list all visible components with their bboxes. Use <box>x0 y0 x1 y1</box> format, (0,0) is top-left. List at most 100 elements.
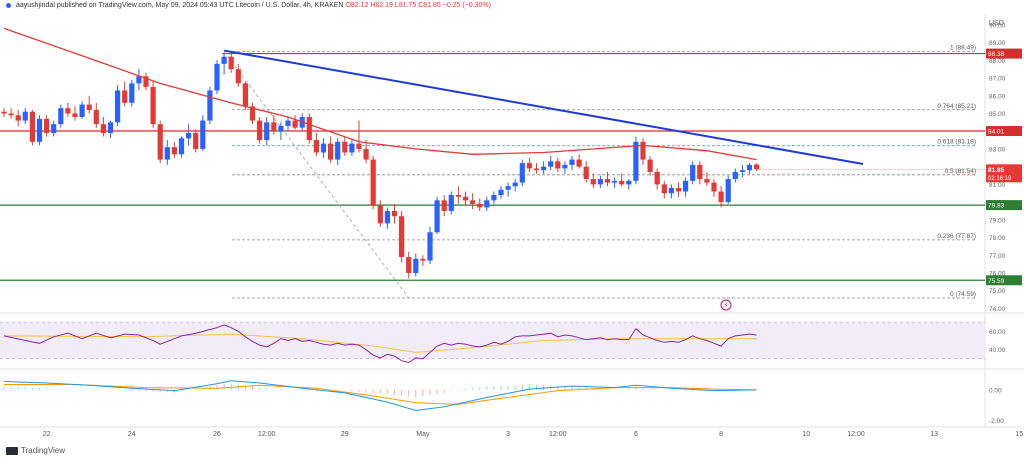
candle-body <box>29 111 35 142</box>
macd-line <box>3 380 757 412</box>
candle-body <box>647 159 653 172</box>
price-tick-label: 81.00 <box>989 182 1006 189</box>
time-tick-label: 13 <box>930 431 938 438</box>
candle-body <box>186 132 192 139</box>
event-marker-glyph: ⚡ <box>724 302 729 310</box>
fib-level-label: 0.5 (81.54) <box>945 168 976 175</box>
candle-body <box>228 56 234 70</box>
time-tick-label: 12:00 <box>258 431 276 438</box>
fib-level-label: 1 (88.49) <box>950 45 976 52</box>
candle-body <box>597 179 603 185</box>
time-tick-label: 26 <box>213 431 221 438</box>
candle-body <box>285 120 291 126</box>
time-tick-label: 15 <box>1015 431 1023 438</box>
candle-body <box>320 143 327 153</box>
candle-body <box>22 111 28 121</box>
candle-body <box>505 186 511 190</box>
candle-body <box>178 138 185 155</box>
candle-body <box>136 76 142 84</box>
candle-body <box>541 166 547 171</box>
last-price-label: 81.85 <box>988 167 1005 174</box>
candle-body <box>193 132 199 149</box>
candle-body <box>420 258 426 261</box>
litecoin-icon <box>6 2 11 8</box>
candle-body <box>122 90 128 103</box>
candle-body <box>363 148 369 160</box>
price-tick-label: 88.00 <box>989 58 1006 65</box>
fib-level-label: 0.236 (77.87) <box>937 233 976 240</box>
price-tick-label: 85.00 <box>989 111 1006 118</box>
candle-body <box>249 106 256 121</box>
macd-tick-label: 0.00 <box>989 387 1002 394</box>
event-marker-icon <box>720 299 732 311</box>
candle-body <box>1 111 7 114</box>
candle-body <box>519 163 525 183</box>
candle-body <box>356 143 362 149</box>
tradingview-logo-icon <box>6 446 18 455</box>
candle-body <box>399 216 405 258</box>
candle-body <box>562 164 568 169</box>
candle-body <box>349 143 355 153</box>
candle-body <box>413 258 419 274</box>
candle-body <box>619 180 625 185</box>
level-price-label: 75.59 <box>988 278 1005 285</box>
chart-header: aayushjindal published on TradingView.co… <box>6 2 491 9</box>
fib-level-label: 0 (74.59) <box>950 291 976 298</box>
bearish-trend-line <box>223 49 864 165</box>
candle-body <box>93 109 99 125</box>
candle-body <box>264 122 270 141</box>
time-tick-label: 6 <box>634 431 638 438</box>
level-price-tag <box>986 275 1022 286</box>
rsi-tick-label: 40.00 <box>989 347 1006 354</box>
candle-body <box>441 200 447 211</box>
moving-average-line <box>3 27 757 161</box>
candle-body <box>65 108 71 114</box>
rsi-ma-line <box>3 333 757 353</box>
candle-body <box>491 195 497 201</box>
candle-body <box>690 164 696 181</box>
candle-body <box>583 166 589 180</box>
currency-label: USD <box>989 20 1004 27</box>
candle-body <box>434 200 440 233</box>
candle-body <box>484 200 490 208</box>
instrument-title: Litecoin / U.S. Dollar, 4h, KRAKEN <box>235 2 344 9</box>
candle-body <box>377 205 383 224</box>
level-price-tag <box>986 200 1022 211</box>
candle-body <box>448 195 454 211</box>
candle-body <box>221 56 227 64</box>
candle-body <box>143 76 149 87</box>
candle-body <box>661 184 667 194</box>
candle-body <box>754 164 760 170</box>
candle-body <box>633 141 639 181</box>
candle-body <box>86 104 92 110</box>
price-tick-label: 89.00 <box>989 40 1006 47</box>
candle-body <box>207 90 213 121</box>
candle-body <box>306 117 312 141</box>
candle-body <box>512 182 518 187</box>
candle-body <box>391 210 398 217</box>
candle-body <box>533 168 540 171</box>
candle-body <box>640 141 646 160</box>
footer-brand[interactable]: TradingView <box>6 446 65 455</box>
level-price-tag <box>986 48 1022 59</box>
candle-body <box>569 159 575 165</box>
candle-body <box>668 187 674 194</box>
candle-body <box>342 141 348 153</box>
candle-body <box>164 147 170 160</box>
candle-body <box>711 182 717 192</box>
candle-body <box>725 179 731 203</box>
time-tick-label: 12:00 <box>549 431 567 438</box>
time-tick-label: 29 <box>341 431 349 438</box>
rsi-line <box>3 324 757 364</box>
time-tick-label: 8 <box>719 431 723 438</box>
fib-swing-line <box>223 51 410 299</box>
candle-body <box>406 257 412 274</box>
macd-signal-line <box>4 384 757 405</box>
published-note: published on TradingView.com, May 09, 20… <box>56 2 234 9</box>
candle-body <box>427 232 433 261</box>
candle-body <box>548 161 554 167</box>
time-tick-label: 10 <box>802 431 810 438</box>
candle-body <box>129 83 135 103</box>
price-tick-label: 77.00 <box>989 253 1006 260</box>
